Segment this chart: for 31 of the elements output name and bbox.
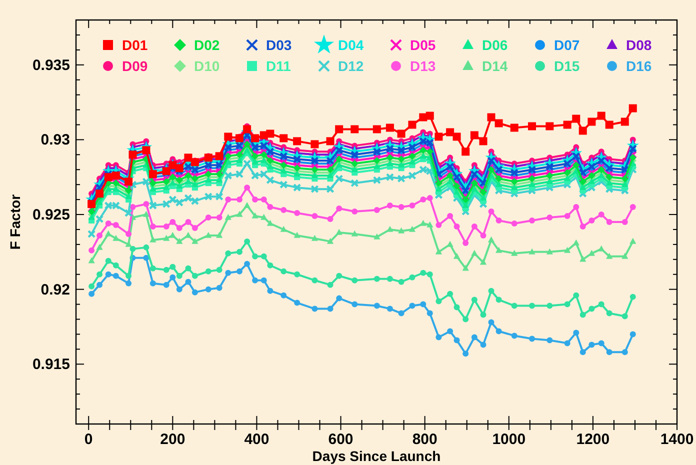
x-tick-label: 0 — [84, 431, 93, 448]
y-tick-label: 0.935 — [32, 56, 70, 74]
legend-label: D05 — [410, 37, 436, 53]
legend-label: D09 — [122, 58, 148, 74]
legend-label: D11 — [266, 58, 292, 74]
y-axis-title: F Factor — [7, 194, 23, 250]
legend-label: D02 — [194, 37, 220, 53]
legend-label: D07 — [554, 37, 580, 53]
x-tick-label: 1000 — [492, 431, 526, 448]
x-tick-label: 400 — [244, 431, 270, 448]
legend-label: D01 — [122, 37, 148, 53]
x-tick-label: 600 — [328, 431, 354, 448]
y-tick-label: 0.925 — [32, 206, 70, 224]
legend-label: D03 — [266, 37, 292, 53]
legend-label: D15 — [554, 58, 580, 74]
x-axis-title: Days Since Launch — [312, 448, 441, 464]
legend-label: D12 — [338, 58, 364, 74]
y-tick-label: 0.93 — [40, 132, 70, 149]
y-tick-label: 0.92 — [40, 281, 70, 298]
legend-label: D13 — [410, 58, 436, 74]
legend-label: D08 — [626, 37, 652, 53]
legend-label: D16 — [626, 58, 652, 74]
y-tick-label: 0.915 — [32, 356, 70, 374]
x-tick-label: 200 — [160, 431, 186, 448]
x-tick-label: 1200 — [576, 431, 610, 448]
x-tick-label: 1400 — [660, 431, 694, 448]
legend-label: D14 — [482, 58, 508, 74]
legend-label: D10 — [194, 58, 220, 74]
x-tick-label: 800 — [412, 431, 438, 448]
legend-label: D06 — [482, 37, 508, 53]
legend-label: D04 — [338, 37, 364, 53]
